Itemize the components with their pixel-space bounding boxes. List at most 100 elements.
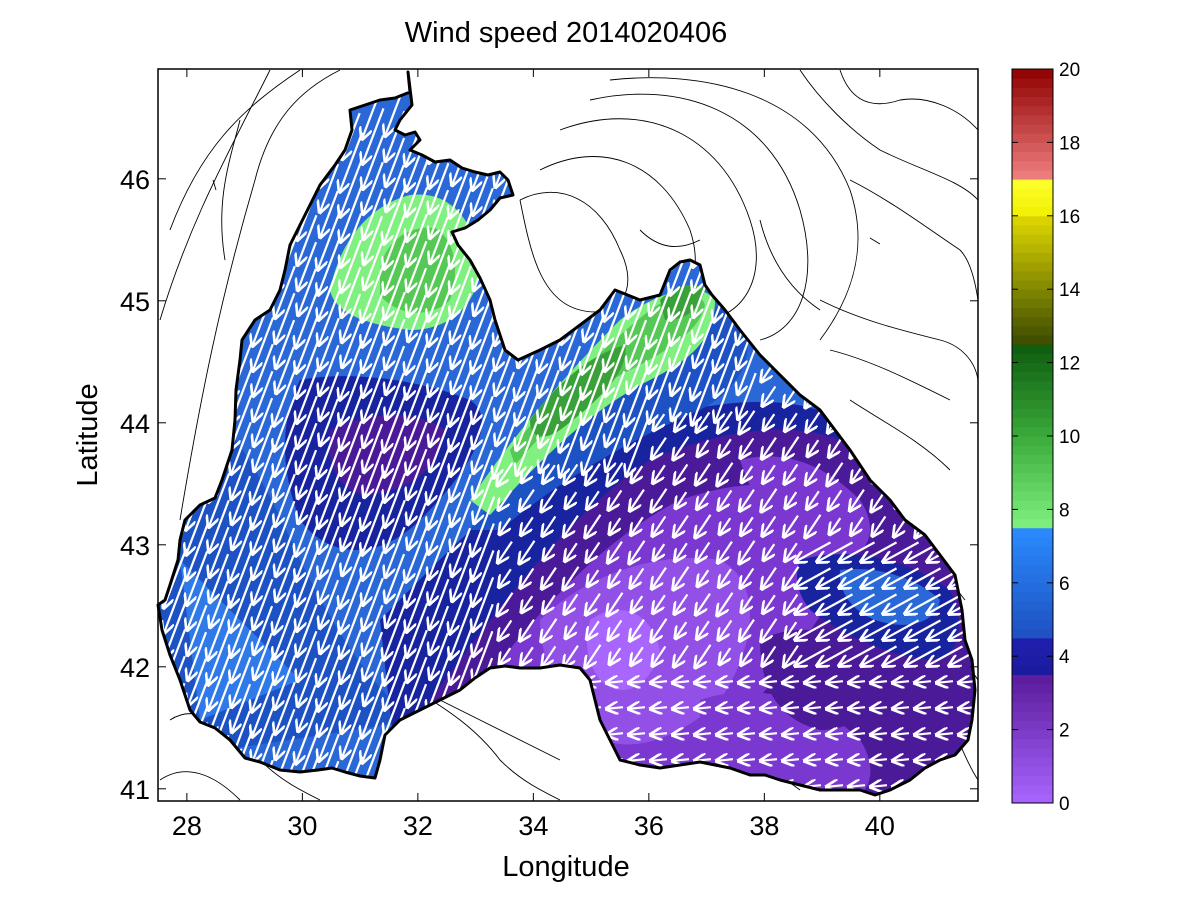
y-tick-label: 41 <box>120 775 150 805</box>
wind-arrow <box>430 162 450 213</box>
wind-arrow <box>587 620 600 638</box>
wind-arrow <box>718 462 734 485</box>
wind-arrow <box>583 368 605 423</box>
wind-arrow <box>761 707 778 709</box>
wind-arrow <box>697 541 711 561</box>
colorbar-swatch <box>1012 656 1053 666</box>
wind-arrow <box>297 550 319 605</box>
wind-arrow <box>651 707 668 709</box>
wind-arrow <box>452 554 471 601</box>
contour-line <box>179 69 341 521</box>
wind-arrow <box>674 566 690 589</box>
wind-arrow <box>407 213 428 265</box>
wind-arrow <box>520 488 535 511</box>
wind-arrow <box>806 514 822 537</box>
colorbar-swatch <box>1012 518 1053 529</box>
wind-arrow <box>648 288 672 348</box>
colorbar-swatch <box>1012 96 1053 107</box>
wind-arrow <box>231 629 252 681</box>
wind-arrow <box>937 707 954 709</box>
wind-arrow <box>653 645 667 665</box>
wind-arrow <box>473 395 494 447</box>
wind-arrow <box>188 604 208 655</box>
wind-arrow <box>340 340 364 400</box>
wind-arrow <box>520 540 536 563</box>
wind-arrow <box>384 211 407 268</box>
wind-arrow <box>827 759 844 761</box>
wind-arrow <box>254 605 274 654</box>
wind-arrow <box>298 268 317 315</box>
wind-arrow <box>318 237 341 294</box>
wind-arrow <box>695 681 712 683</box>
wind-arrow <box>408 294 427 341</box>
colorbar-swatch <box>1012 674 1053 685</box>
wind-arrow <box>408 502 427 549</box>
y-tick-label: 44 <box>120 409 150 439</box>
wind-arrow <box>451 473 472 525</box>
wind-arrow <box>763 464 776 482</box>
y-tick-label: 43 <box>120 531 150 561</box>
wind-arrow <box>719 438 732 456</box>
wind-arrow <box>631 646 644 664</box>
colorbar-swatch <box>1012 436 1053 446</box>
wind-arrow <box>341 447 362 499</box>
wind-arrow <box>784 436 800 459</box>
colorbar-swatch <box>1012 628 1053 639</box>
wind-arrow <box>364 658 383 705</box>
wind-arrow <box>386 345 406 394</box>
wind-arrow <box>275 420 297 475</box>
wind-arrow <box>631 516 644 534</box>
wind-arrow <box>784 514 799 537</box>
wind-arrow <box>274 574 298 634</box>
wind-arrow <box>362 705 385 762</box>
wind-arrow <box>873 515 887 535</box>
wind-arrow <box>386 372 405 419</box>
wind-arrow <box>407 186 429 240</box>
wind-arrow <box>499 568 512 586</box>
wind-arrow <box>275 446 297 500</box>
colorbar-swatch <box>1012 775 1053 786</box>
wind-arrow <box>718 410 733 433</box>
colorbar-swatch <box>1012 619 1053 630</box>
wind-arrow <box>340 575 363 632</box>
colorbar-swatch <box>1012 353 1053 364</box>
colorbar-swatch <box>1012 151 1053 162</box>
wind-arrow <box>496 371 516 420</box>
colorbar-swatch <box>1012 289 1053 299</box>
x-tick-label: 28 <box>172 811 202 841</box>
wind-arrow <box>740 618 755 641</box>
colorbar-swatch <box>1012 307 1053 318</box>
wind-arrow <box>362 289 385 346</box>
wind-arrow <box>385 238 407 293</box>
wind-arrow <box>606 397 626 446</box>
wind-arrow <box>364 423 384 472</box>
wind-arrow <box>698 439 709 456</box>
wind-arrow <box>539 369 560 421</box>
wind-arrow <box>850 488 865 511</box>
colorbar-swatch <box>1012 582 1053 593</box>
colorbar-tick-label: 2 <box>1059 721 1070 742</box>
wind-arrow <box>408 475 428 524</box>
wind-arrow <box>718 540 733 563</box>
colorbar-swatch <box>1012 793 1053 804</box>
wind-arrow <box>298 657 318 706</box>
wind-arrow <box>384 184 408 244</box>
contour-line <box>799 69 978 201</box>
wind-arrow <box>473 576 495 630</box>
colorbar-tick-label: 12 <box>1059 354 1080 375</box>
wind-arrow <box>827 785 844 787</box>
wind-arrow <box>430 632 449 679</box>
wind-arrow <box>610 517 621 534</box>
colorbar-swatch <box>1012 206 1053 217</box>
wind-arrow <box>761 681 778 683</box>
wind-arrow <box>605 290 627 345</box>
wind-arrow <box>671 264 693 319</box>
colorbar-swatch <box>1012 711 1053 721</box>
colorbar-swatch <box>1012 142 1053 153</box>
wind-arrow <box>342 266 362 317</box>
wind-arrow <box>674 436 690 459</box>
wind-arrow <box>849 759 866 761</box>
wind-arrow <box>652 436 667 459</box>
colorbar-swatch <box>1012 546 1053 556</box>
wind-arrow <box>741 646 754 664</box>
